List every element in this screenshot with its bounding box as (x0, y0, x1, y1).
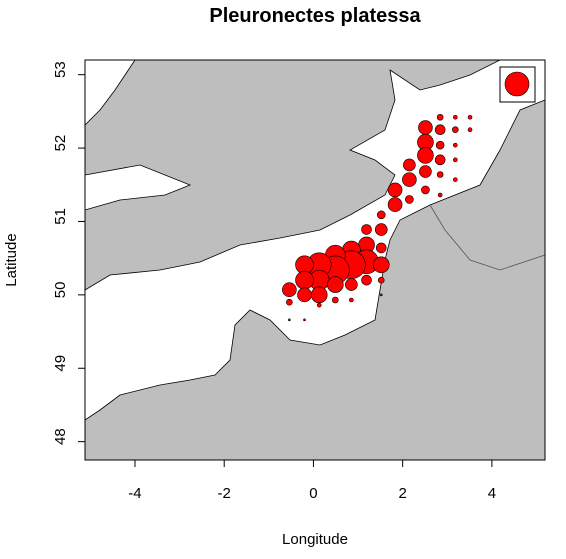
x-tick-label: -4 (128, 485, 141, 502)
bubble (434, 124, 446, 136)
bubble (419, 165, 432, 178)
x-axis-label: Longitude (282, 531, 348, 548)
bubble (435, 140, 445, 150)
x-tick-label: -2 (218, 485, 231, 502)
bubble (405, 195, 414, 204)
bubble (452, 126, 459, 134)
chart-title: Pleuronectes platessa (209, 5, 421, 27)
bubble (297, 287, 312, 303)
bubble (377, 276, 385, 284)
bubble (295, 270, 314, 290)
y-tick-label: 52 (52, 135, 69, 152)
plot-frame (84, 59, 546, 461)
y-tick-label: 48 (52, 428, 69, 445)
bubble (436, 113, 444, 121)
bubble (387, 182, 403, 198)
bubble (361, 224, 372, 235)
legend-symbol (504, 71, 530, 97)
x-tick-label: 4 (488, 485, 496, 502)
border (429, 204, 546, 271)
bubble (402, 172, 417, 187)
bubble (286, 298, 293, 306)
bubble (379, 293, 383, 297)
x-tick-label: 2 (399, 485, 407, 502)
bubble (403, 158, 416, 172)
bubble (375, 242, 387, 254)
bubble (327, 276, 344, 293)
bubble (349, 297, 354, 303)
y-tick-label: 49 (52, 355, 69, 372)
bubble (453, 157, 458, 163)
y-axis-label: Latitude (3, 233, 20, 286)
bubble (282, 282, 297, 298)
bubble (453, 142, 458, 148)
bubble (361, 274, 372, 286)
bubble (303, 318, 306, 322)
y-tick-label: 50 (52, 282, 69, 299)
bubble (453, 114, 458, 120)
bubble (345, 278, 358, 291)
bubble (436, 171, 444, 178)
bubble (372, 256, 390, 274)
bubble (467, 114, 473, 120)
bubble (453, 177, 458, 182)
bubble (434, 154, 446, 166)
bubble (387, 197, 403, 212)
bubble (310, 286, 328, 304)
bubble (374, 223, 388, 236)
y-tick-label: 51 (52, 208, 69, 225)
x-tick-label: 0 (309, 485, 317, 502)
y-tick-label: 53 (52, 61, 69, 78)
bubble (417, 147, 434, 164)
bubble (437, 192, 443, 198)
bubble (316, 302, 322, 308)
bubble (421, 185, 430, 195)
bubble (332, 296, 339, 304)
bubble (376, 210, 386, 220)
bubble (467, 127, 473, 133)
bubble (288, 318, 291, 322)
bubble (418, 120, 433, 135)
